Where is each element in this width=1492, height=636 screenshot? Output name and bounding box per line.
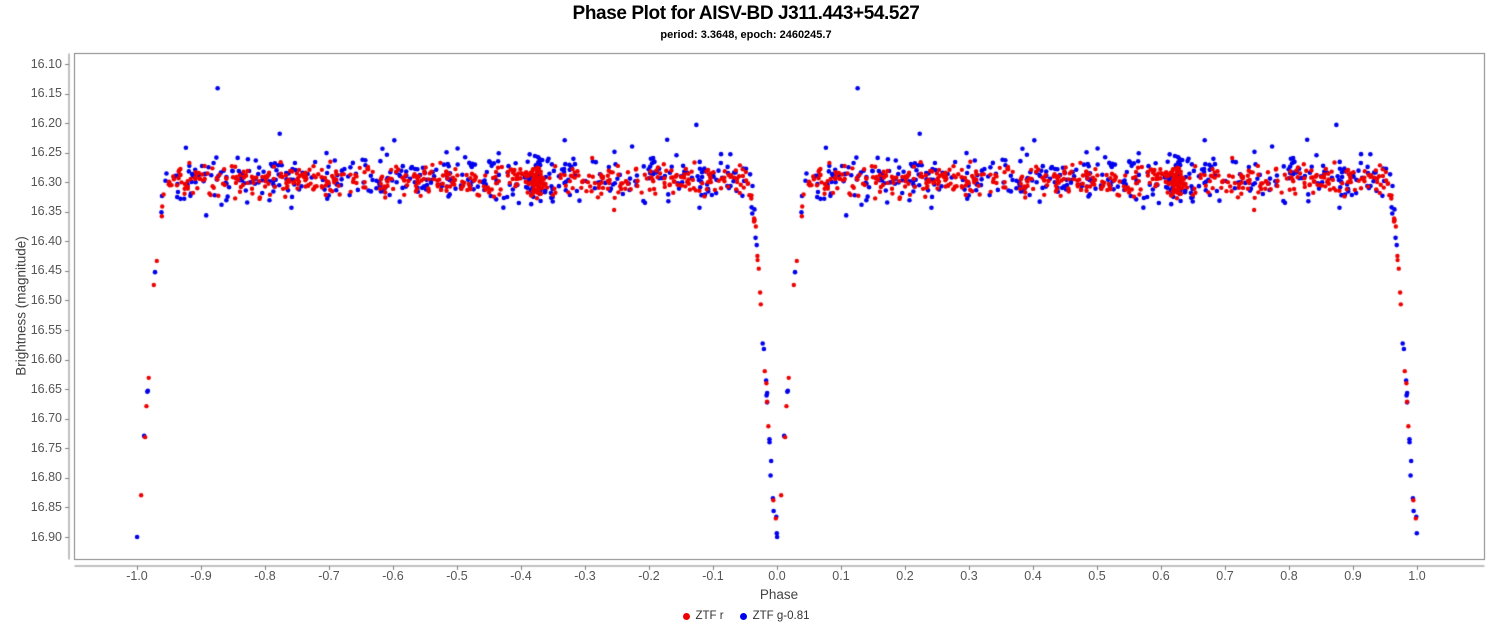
x-tick-label: -0.1 [702, 569, 724, 583]
legend-marker-red-dot-icon [682, 612, 690, 620]
x-tick-label: -0.7 [318, 569, 340, 583]
y-tick-label: 16.20 [30, 115, 62, 130]
y-tick-label: 16.50 [30, 293, 62, 307]
x-tick-label: 0.3 [960, 569, 978, 583]
y-tick-label: 16.90 [30, 529, 62, 544]
y-axis-title: Brightness (magnitude) [13, 236, 29, 376]
legend-item-ztf-g: ZTF g-0.81 [739, 610, 810, 622]
x-tick-label: -0.4 [510, 569, 532, 583]
y-tick-label: 16.65 [30, 381, 62, 396]
x-tick-label: 0.7 [1216, 569, 1234, 583]
y-tick-label: 16.30 [30, 174, 62, 189]
legend-item-ztf-r: ZTF r [682, 610, 724, 622]
legend-label-ztf-r: ZTF r [695, 610, 724, 622]
x-tick-label: 0.4 [1024, 569, 1042, 583]
legend: ZTF r ZTF g-0.81 [0, 610, 1492, 622]
x-tick-label: 0.1 [832, 569, 850, 583]
x-tick-label: -0.6 [382, 569, 404, 583]
x-tick-label: -0.9 [190, 569, 212, 583]
y-tick-label: 16.75 [30, 440, 62, 455]
y-tick-label: 16.10 [30, 56, 62, 71]
y-tick-label: 16.45 [30, 263, 62, 278]
x-tick-label: 0.0 [768, 569, 786, 583]
y-tick-label: 16.60 [30, 352, 62, 367]
y-tick-label: 16.80 [30, 470, 62, 485]
x-tick-label: -1.0 [126, 569, 148, 583]
x-tick-label: 0.6 [1152, 569, 1170, 583]
x-tick-label: 0.5 [1088, 569, 1106, 583]
x-axis-title: Phase [759, 587, 799, 602]
y-tick-label: 16.40 [30, 233, 62, 248]
legend-marker-blue-dot-icon [739, 612, 747, 620]
y-tick-label: 16.85 [30, 499, 62, 514]
y-tick-label: 16.25 [30, 145, 62, 160]
x-tick-label: 0.8 [1280, 569, 1298, 583]
x-tick-label: -0.5 [446, 569, 468, 583]
x-tick-label: 1.0 [1408, 569, 1426, 583]
x-tick-label: -0.2 [638, 569, 660, 583]
x-tick-label: 0.9 [1344, 569, 1362, 583]
legend-label-ztf-g: ZTF g-0.81 [752, 610, 810, 622]
y-tick-label: 16.70 [30, 411, 62, 426]
x-tick-label: 0.2 [896, 569, 914, 583]
y-tick-label: 16.35 [30, 204, 62, 219]
y-tick-label: 16.15 [30, 86, 62, 101]
x-tick-label: -0.3 [574, 569, 596, 583]
y-tick-label: 16.55 [30, 322, 62, 337]
x-tick-label: -0.8 [254, 569, 276, 583]
